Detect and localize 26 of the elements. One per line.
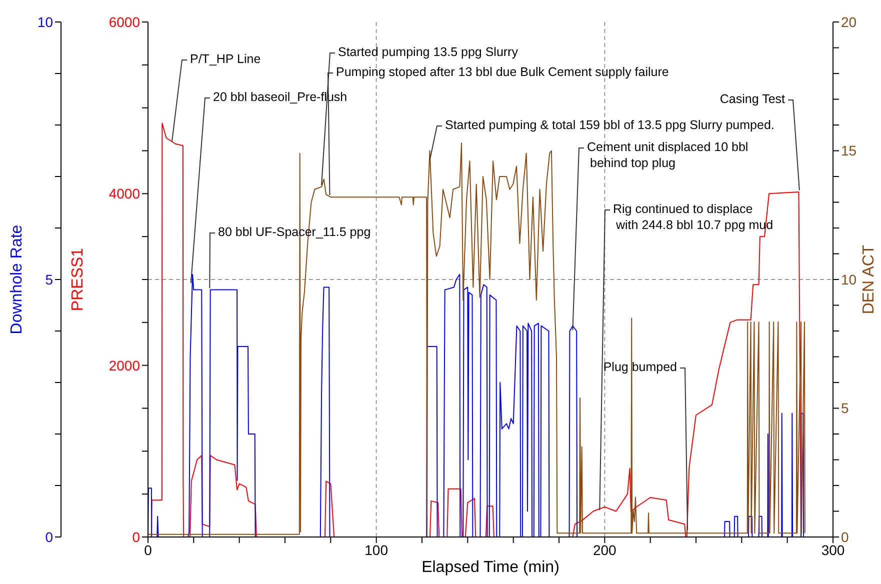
x-axis-title: Elapsed Time (min)	[422, 559, 560, 576]
y3-tick-label: 10	[37, 14, 54, 30]
y-axis-title: PRESS1	[70, 248, 87, 312]
y-tick-label: 2000	[108, 357, 140, 374]
x-tick-label: 100	[364, 542, 388, 558]
annotation: Plug bumped	[603, 360, 678, 374]
annotation: Cement unit displaced 10 bbl behind top plug	[587, 140, 748, 170]
y3-tick-label: 0	[45, 528, 54, 545]
x-tick-label: 0	[144, 542, 152, 558]
annotation: Casing Test	[720, 92, 786, 106]
y-tick-label: 6000	[108, 14, 140, 30]
y2-tick-label: 15	[841, 142, 857, 159]
annotation: P/T_HP Line	[190, 52, 261, 66]
x-tick-label: 200	[592, 542, 617, 558]
y3-axis-title: Downhole Rate	[8, 224, 26, 334]
line-series	[148, 274, 806, 537]
y3-tick-label: 5	[45, 271, 54, 288]
annotation: Started pumping 13.5 ppg Slurry	[338, 45, 519, 60]
y2-tick-label: 5	[841, 400, 849, 416]
y2-axis-title: DEN ACT	[860, 244, 878, 314]
annotation: Started pumping & total 159 bbl of 13.5 ppg Slurry pumped.	[445, 118, 774, 132]
y2-tick-label: 10	[841, 271, 857, 288]
y2-tick-label: 20	[841, 14, 857, 30]
y-tick-label: 0	[132, 528, 140, 545]
y-tick-label: 4000	[108, 186, 140, 202]
annotation: Pumping stoped after 13 bbl due Bulk Cement supply failure	[336, 65, 669, 80]
